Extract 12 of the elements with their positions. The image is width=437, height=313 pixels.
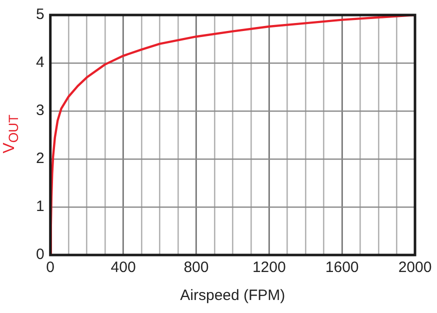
x-tick-label: 800 — [184, 259, 209, 276]
x-tick-label: 1600 — [325, 259, 359, 276]
y-tick-label: 3 — [36, 102, 44, 120]
y-tick-label: 0 — [36, 246, 44, 264]
y-tick-label: 5 — [36, 6, 44, 24]
y-tick-label: 1 — [36, 198, 44, 216]
x-tick-label: 1200 — [252, 259, 286, 276]
x-axis-title: Airspeed (FPM) — [180, 287, 286, 304]
x-tick-label: 2000 — [398, 259, 432, 276]
y-tick-label: 2 — [36, 150, 44, 168]
x-tick-label: 400 — [110, 259, 136, 276]
y-tick-label: 4 — [36, 54, 44, 72]
